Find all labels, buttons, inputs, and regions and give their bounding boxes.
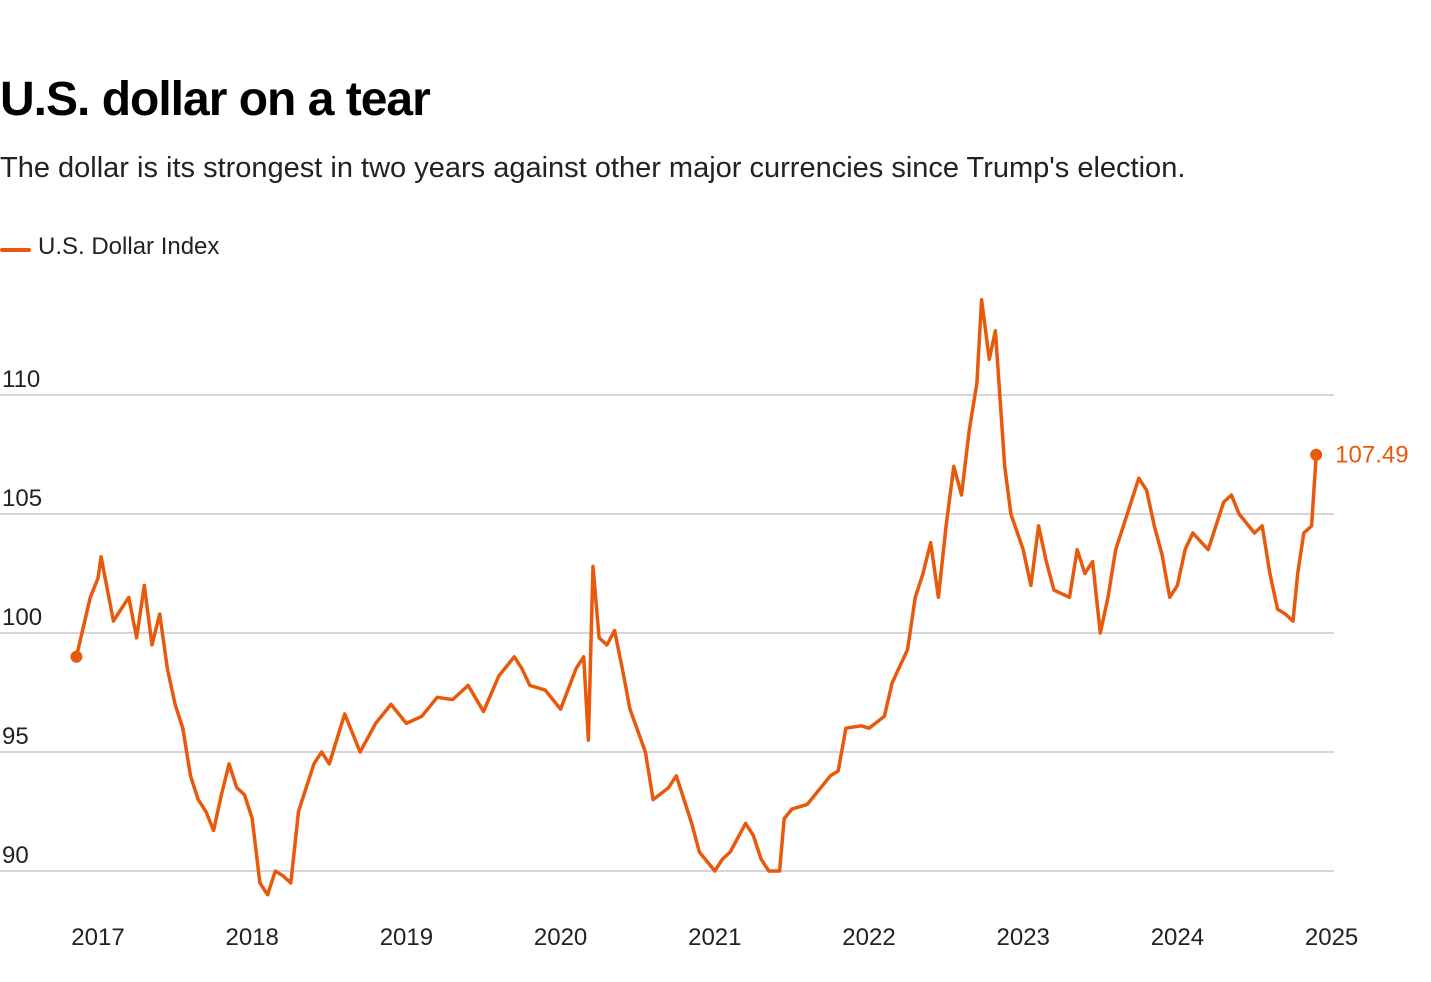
chart-title: U.S. dollar on a tear bbox=[0, 73, 431, 126]
end-point-marker bbox=[1310, 448, 1323, 461]
x-tick-label: 2022 bbox=[842, 924, 895, 951]
y-tick-label: 105 bbox=[2, 485, 42, 512]
x-tick-label: 2024 bbox=[1151, 924, 1204, 951]
chart-subtitle: The dollar is its strongest in two years… bbox=[0, 152, 1186, 184]
y-tick-label: 95 bbox=[2, 723, 29, 750]
legend-swatch bbox=[0, 248, 31, 252]
y-tick-label: 100 bbox=[2, 604, 42, 631]
y-tick-label: 90 bbox=[2, 842, 29, 869]
y-tick-label: 110 bbox=[2, 366, 40, 393]
start-point-marker bbox=[70, 650, 83, 663]
x-tick-label: 2018 bbox=[226, 924, 279, 951]
end-value-label: 107.49 bbox=[1335, 442, 1408, 469]
x-tick-label: 2023 bbox=[997, 924, 1050, 951]
legend-label: U.S. Dollar Index bbox=[38, 233, 220, 260]
x-tick-label: 2019 bbox=[380, 924, 433, 951]
x-tick-label: 2017 bbox=[71, 924, 124, 951]
x-tick-label: 2020 bbox=[534, 924, 587, 951]
x-tick-label: 2025 bbox=[1305, 924, 1358, 951]
series-line-us-dollar-index bbox=[74, 298, 1318, 897]
x-tick-label: 2021 bbox=[688, 924, 741, 951]
legend: U.S. Dollar Index bbox=[0, 233, 219, 261]
